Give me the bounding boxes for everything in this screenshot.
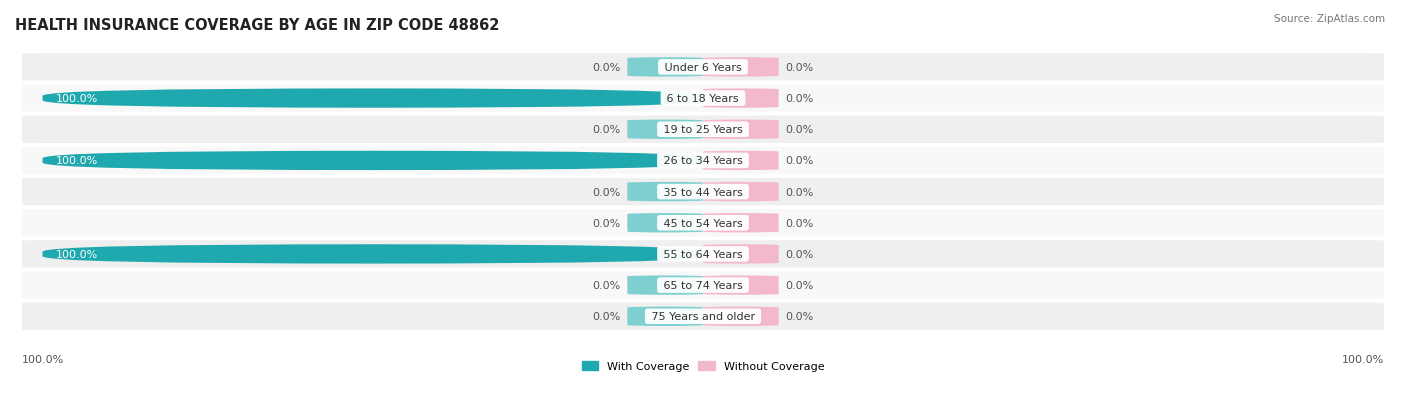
FancyBboxPatch shape <box>22 209 1384 237</box>
Text: 0.0%: 0.0% <box>786 156 814 166</box>
FancyBboxPatch shape <box>627 307 703 326</box>
Text: 26 to 34 Years: 26 to 34 Years <box>659 156 747 166</box>
Text: Source: ZipAtlas.com: Source: ZipAtlas.com <box>1274 14 1385 24</box>
FancyBboxPatch shape <box>22 303 1384 330</box>
FancyBboxPatch shape <box>627 58 703 77</box>
FancyBboxPatch shape <box>627 120 703 140</box>
FancyBboxPatch shape <box>22 241 1384 268</box>
Text: 0.0%: 0.0% <box>786 311 814 321</box>
Text: 0.0%: 0.0% <box>786 125 814 135</box>
Text: 55 to 64 Years: 55 to 64 Years <box>659 249 747 259</box>
Text: 65 to 74 Years: 65 to 74 Years <box>659 280 747 290</box>
FancyBboxPatch shape <box>627 183 703 202</box>
Text: 100.0%: 100.0% <box>1341 354 1384 364</box>
Text: 0.0%: 0.0% <box>786 187 814 197</box>
Text: 100.0%: 100.0% <box>56 156 98 166</box>
Text: HEALTH INSURANCE COVERAGE BY AGE IN ZIP CODE 48862: HEALTH INSURANCE COVERAGE BY AGE IN ZIP … <box>15 18 499 33</box>
FancyBboxPatch shape <box>703 120 779 140</box>
Text: 0.0%: 0.0% <box>592 125 620 135</box>
FancyBboxPatch shape <box>22 178 1384 206</box>
Text: 0.0%: 0.0% <box>592 63 620 73</box>
FancyBboxPatch shape <box>703 244 779 264</box>
Text: 0.0%: 0.0% <box>786 280 814 290</box>
Text: 0.0%: 0.0% <box>786 94 814 104</box>
Text: 0.0%: 0.0% <box>592 280 620 290</box>
FancyBboxPatch shape <box>22 116 1384 144</box>
Text: 0.0%: 0.0% <box>786 249 814 259</box>
FancyBboxPatch shape <box>22 147 1384 175</box>
FancyBboxPatch shape <box>42 244 703 264</box>
FancyBboxPatch shape <box>703 58 779 77</box>
Text: 0.0%: 0.0% <box>592 187 620 197</box>
FancyBboxPatch shape <box>703 307 779 326</box>
Text: 19 to 25 Years: 19 to 25 Years <box>659 125 747 135</box>
Text: 100.0%: 100.0% <box>22 354 65 364</box>
Text: Under 6 Years: Under 6 Years <box>661 63 745 73</box>
FancyBboxPatch shape <box>42 89 703 109</box>
FancyBboxPatch shape <box>703 214 779 233</box>
Legend: With Coverage, Without Coverage: With Coverage, Without Coverage <box>582 361 824 371</box>
Text: 35 to 44 Years: 35 to 44 Years <box>659 187 747 197</box>
Text: 100.0%: 100.0% <box>56 94 98 104</box>
FancyBboxPatch shape <box>627 214 703 233</box>
FancyBboxPatch shape <box>703 276 779 295</box>
Text: 6 to 18 Years: 6 to 18 Years <box>664 94 742 104</box>
FancyBboxPatch shape <box>22 85 1384 112</box>
Text: 0.0%: 0.0% <box>592 218 620 228</box>
FancyBboxPatch shape <box>22 272 1384 299</box>
Text: 0.0%: 0.0% <box>786 63 814 73</box>
FancyBboxPatch shape <box>22 54 1384 81</box>
FancyBboxPatch shape <box>627 276 703 295</box>
Text: 0.0%: 0.0% <box>592 311 620 321</box>
Text: 0.0%: 0.0% <box>786 218 814 228</box>
FancyBboxPatch shape <box>42 152 703 171</box>
Text: 75 Years and older: 75 Years and older <box>648 311 758 321</box>
FancyBboxPatch shape <box>703 183 779 202</box>
FancyBboxPatch shape <box>703 152 779 171</box>
Text: 45 to 54 Years: 45 to 54 Years <box>659 218 747 228</box>
Text: 100.0%: 100.0% <box>56 249 98 259</box>
FancyBboxPatch shape <box>703 89 779 109</box>
